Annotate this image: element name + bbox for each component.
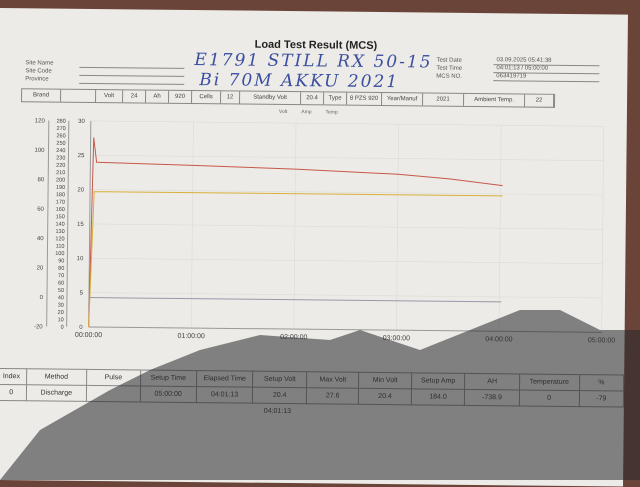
table-cell: Discharge [25,384,87,402]
x-tick-label: 04:00:00 [485,336,512,343]
column-header: % [579,374,624,392]
series-amp-line [88,191,503,327]
volt-tick-label: 0 [79,325,83,331]
table-cell: 05:00:00 [139,385,197,403]
amp-tick-label: 200 [56,177,65,183]
printed-report: Load Test Result (MCS) Site Name Site Co… [0,8,628,487]
temp-tick-label: 40 [37,236,44,242]
temp-tick-label: -20 [34,324,43,330]
amp-tick-label: 270 [57,126,66,132]
temp-tick-label: 60 [37,207,44,213]
amp-tick-label: 210 [56,170,65,176]
amp-tick-label: 260 [56,133,65,139]
amp-tick-label: 10 [58,317,64,323]
amp-tick-label: 20 [58,310,64,316]
table-cell: 0 [0,384,27,401]
grid-line [90,154,604,161]
volt-tick-label: 15 [77,222,84,228]
x-axis [88,326,602,333]
grid-line [90,120,604,127]
amp-tick-label: 90 [58,258,64,264]
amp-tick-label: 130 [55,229,64,235]
table-cell: 184.0 [411,388,465,406]
amp-tick-label: 220 [56,163,65,169]
amp-tick-label: 230 [56,155,65,161]
results-table: Index Method Pulse Setup Time Elapsed Time Se… [0,368,624,423]
amp-tick-label: 160 [56,207,65,213]
temp-tick-label: 0 [40,295,44,301]
table-cell: 0 [519,389,580,407]
column-header: AH [464,373,520,390]
amp-tick-label: 110 [56,244,65,250]
series-temp-line [88,297,502,303]
volt-tick-label: 25 [78,153,85,159]
table-cell [86,385,141,402]
volt-tick-label: 20 [77,187,84,193]
column-header: Min Volt [358,372,412,389]
amp-tick-label: 60 [58,280,64,286]
amp-tick-label: 70 [58,273,64,279]
table-cell: 27.6 [306,387,359,405]
column-header: Method [26,368,87,386]
grid-line [89,223,603,230]
table-cell: 20.4 [358,388,412,405]
table-cell: 04:01:13 [196,386,253,404]
grid-line [90,189,604,196]
table-cell: -738.9 [464,389,520,406]
volt-tick-label: 10 [77,256,84,262]
x-tick-label: 02:00:00 [280,334,307,341]
amp-tick-label: 280 [57,119,66,125]
amp-tick-label: 180 [56,192,65,198]
amp-tick-label: 140 [56,222,65,228]
column-header: Max Volt [306,371,360,389]
column-header: Temperature [519,373,580,391]
amp-tick-label: 50 [58,288,64,294]
x-tick-label: 05:00:00 [588,337,615,344]
table-cell: 20.4 [252,387,307,404]
column-header: Setup Time [140,369,197,387]
volt-axis [88,120,92,327]
amp-tick-label: 250 [56,141,65,147]
amp-tick-label: 100 [55,251,64,257]
amp-tick-label: 0 [61,325,64,331]
amp-tick-label: 120 [55,236,64,242]
table-cell: -79 [578,390,624,408]
temp-tick-label: 80 [37,177,44,183]
amp-tick-label: 30 [58,303,64,309]
series-volt-line [88,137,503,327]
volt-tick-label: 5 [80,291,84,297]
amp-tick-label: 40 [58,295,64,301]
amp-axis [66,120,70,327]
column-header: Pulse [86,369,141,386]
grid-line [89,292,602,299]
temp-tick-label: 20 [37,266,44,272]
elapsed-footer: 04:01:13 [263,407,292,416]
column-header: Setup Volt [252,371,307,388]
amp-tick-label: 240 [56,148,65,154]
amp-tick-label: 170 [56,200,65,206]
temp-axis [46,120,50,327]
temp-tick-label: 120 [35,118,46,124]
x-tick-label: 03:00:00 [383,335,410,342]
amp-tick-label: 80 [58,266,64,272]
x-tick-label: 00:00:00 [75,332,102,339]
grid-line [89,257,603,264]
column-header: Index [0,368,27,385]
column-header: Setup Amp [411,372,466,390]
amp-tick-label: 150 [56,214,65,220]
load-test-chart: 00:00:00 01:00:00 02:00:00 03:00:00 04:00:00… [34,118,615,344]
temp-tick-label: 100 [34,148,45,154]
amp-tick-label: 190 [56,185,65,191]
x-tick-label: 01:00:00 [178,333,205,340]
volt-tick-label: 30 [78,119,85,125]
column-header: Elapsed Time [196,370,254,388]
